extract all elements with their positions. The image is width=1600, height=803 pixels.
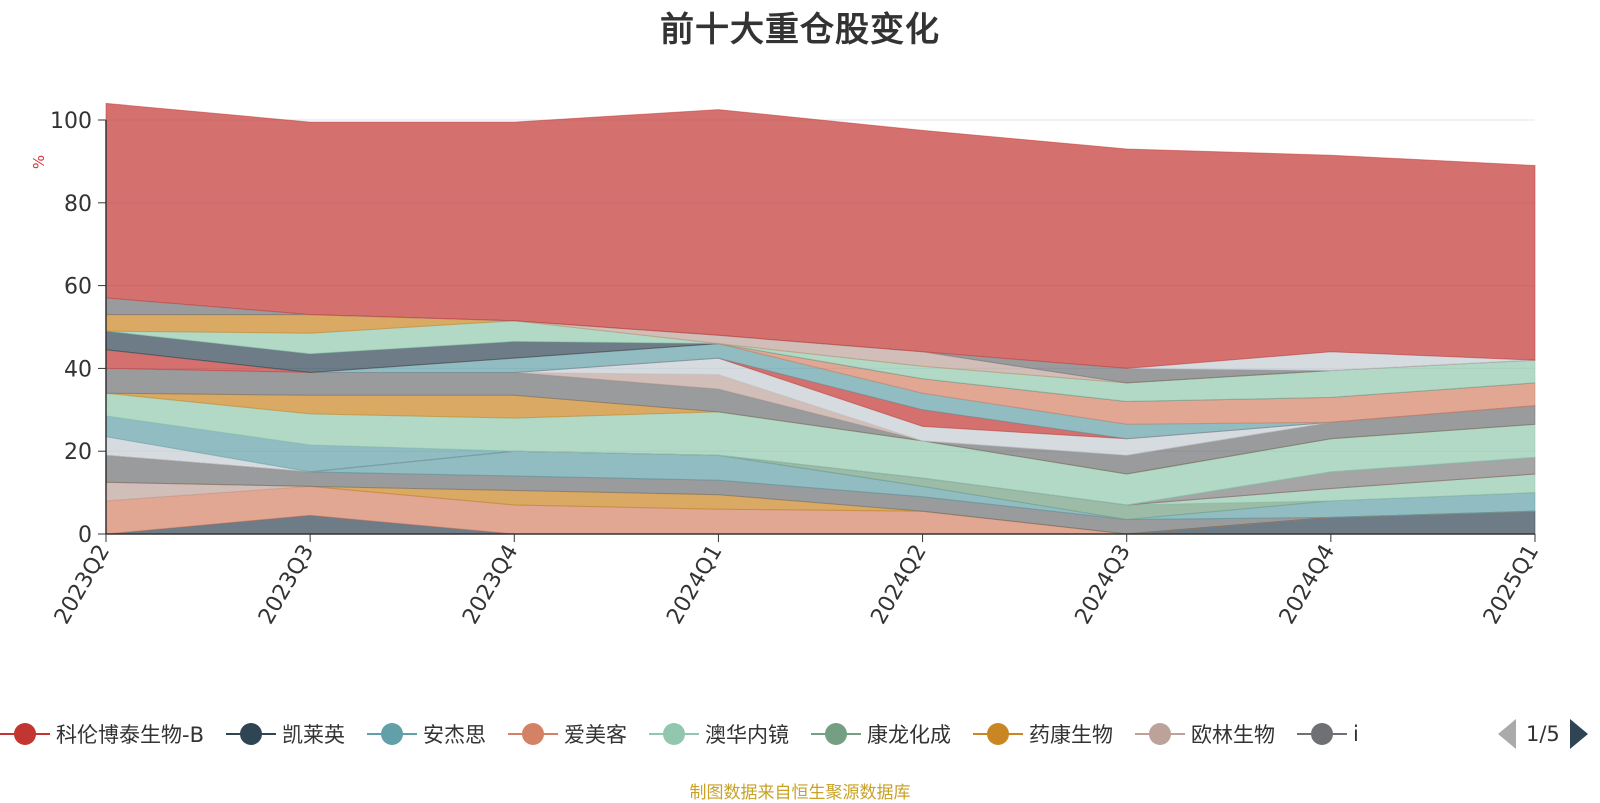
legend-item[interactable]: 凯莱英 — [225, 714, 345, 754]
legend-label: 药康生物 — [1028, 723, 1113, 747]
area-series-26 — [105, 102, 1536, 369]
y-tick-label: 100 — [50, 109, 92, 134]
area-layers — [105, 102, 1536, 535]
legend-item[interactable]: i — [1296, 714, 1359, 754]
legend-label: 凯莱英 — [281, 723, 345, 747]
legend-item[interactable]: 欧林生物 — [1134, 714, 1275, 754]
legend-item[interactable]: 科伦博泰生物-B — [0, 714, 204, 754]
page-indicator: 1/5 — [1526, 722, 1560, 746]
source-note: 制图数据来自恒生聚源数据库 — [689, 783, 911, 803]
y-tick-label: 0 — [78, 523, 92, 548]
legend-label: 澳华内镜 — [704, 723, 789, 747]
legend-marker-icon — [507, 722, 558, 746]
legend-marker-icon — [1296, 722, 1347, 746]
y-tick-label: 60 — [64, 275, 92, 300]
legend-label: i — [1352, 722, 1359, 746]
legend-pager: 1/5 — [1498, 718, 1588, 750]
legend-marker-icon — [648, 722, 699, 746]
legend-item[interactable]: 康龙化成 — [810, 714, 951, 754]
chart-title: 前十大重仓股变化 — [660, 10, 940, 50]
legend-items: 科伦博泰生物-B 凯莱英 安杰思 爱美客 澳华内镜 康龙化成 药康生物 欧林生物 i — [0, 714, 1470, 754]
legend-marker-icon — [1134, 722, 1185, 746]
prev-page-icon[interactable] — [1498, 719, 1516, 749]
x-tick-label: 2025Q1 — [1479, 541, 1544, 629]
legend-marker-icon — [225, 722, 276, 746]
legend-marker-icon — [810, 722, 861, 746]
y-axis-label: % — [30, 155, 48, 169]
legend-label: 科伦博泰生物-B — [56, 723, 204, 747]
stacked-area-chart: 0 20 40 60 80 100 2023Q2 2023Q3 2023Q4 2024Q1 2024… — [30, 102, 1544, 629]
x-tick-label: 2023Q2 — [50, 541, 115, 629]
legend-label: 爱美客 — [563, 723, 627, 747]
x-tick-label: 2024Q2 — [866, 541, 931, 629]
legend-item[interactable]: 澳华内镜 — [648, 714, 789, 754]
next-page-icon[interactable] — [1569, 719, 1588, 749]
x-tick-label: 2024Q3 — [1071, 541, 1136, 629]
y-tick-label: 40 — [64, 357, 92, 382]
y-tick-label: 80 — [64, 192, 92, 217]
legend-label: 康龙化成 — [866, 723, 951, 747]
y-tick-label: 20 — [64, 440, 92, 465]
legend-marker-icon — [366, 722, 417, 746]
legend-marker-icon — [0, 722, 50, 746]
x-tick-label: 2024Q1 — [662, 541, 727, 629]
legend-marker-icon — [972, 722, 1023, 746]
legend-item[interactable]: 安杰思 — [366, 714, 486, 754]
legend-label: 安杰思 — [422, 723, 486, 747]
legend-item[interactable]: 药康生物 — [972, 714, 1113, 754]
x-tick-label: 2023Q3 — [254, 541, 319, 629]
legend: 科伦博泰生物-B 凯莱英 安杰思 爱美客 澳华内镜 康龙化成 药康生物 欧林生物 i — [0, 714, 1470, 754]
x-tick-label: 2023Q4 — [458, 541, 523, 629]
x-tick-label: 2024Q4 — [1275, 541, 1340, 629]
legend-item[interactable]: 爱美客 — [507, 714, 627, 754]
legend-label: 欧林生物 — [1190, 723, 1275, 747]
